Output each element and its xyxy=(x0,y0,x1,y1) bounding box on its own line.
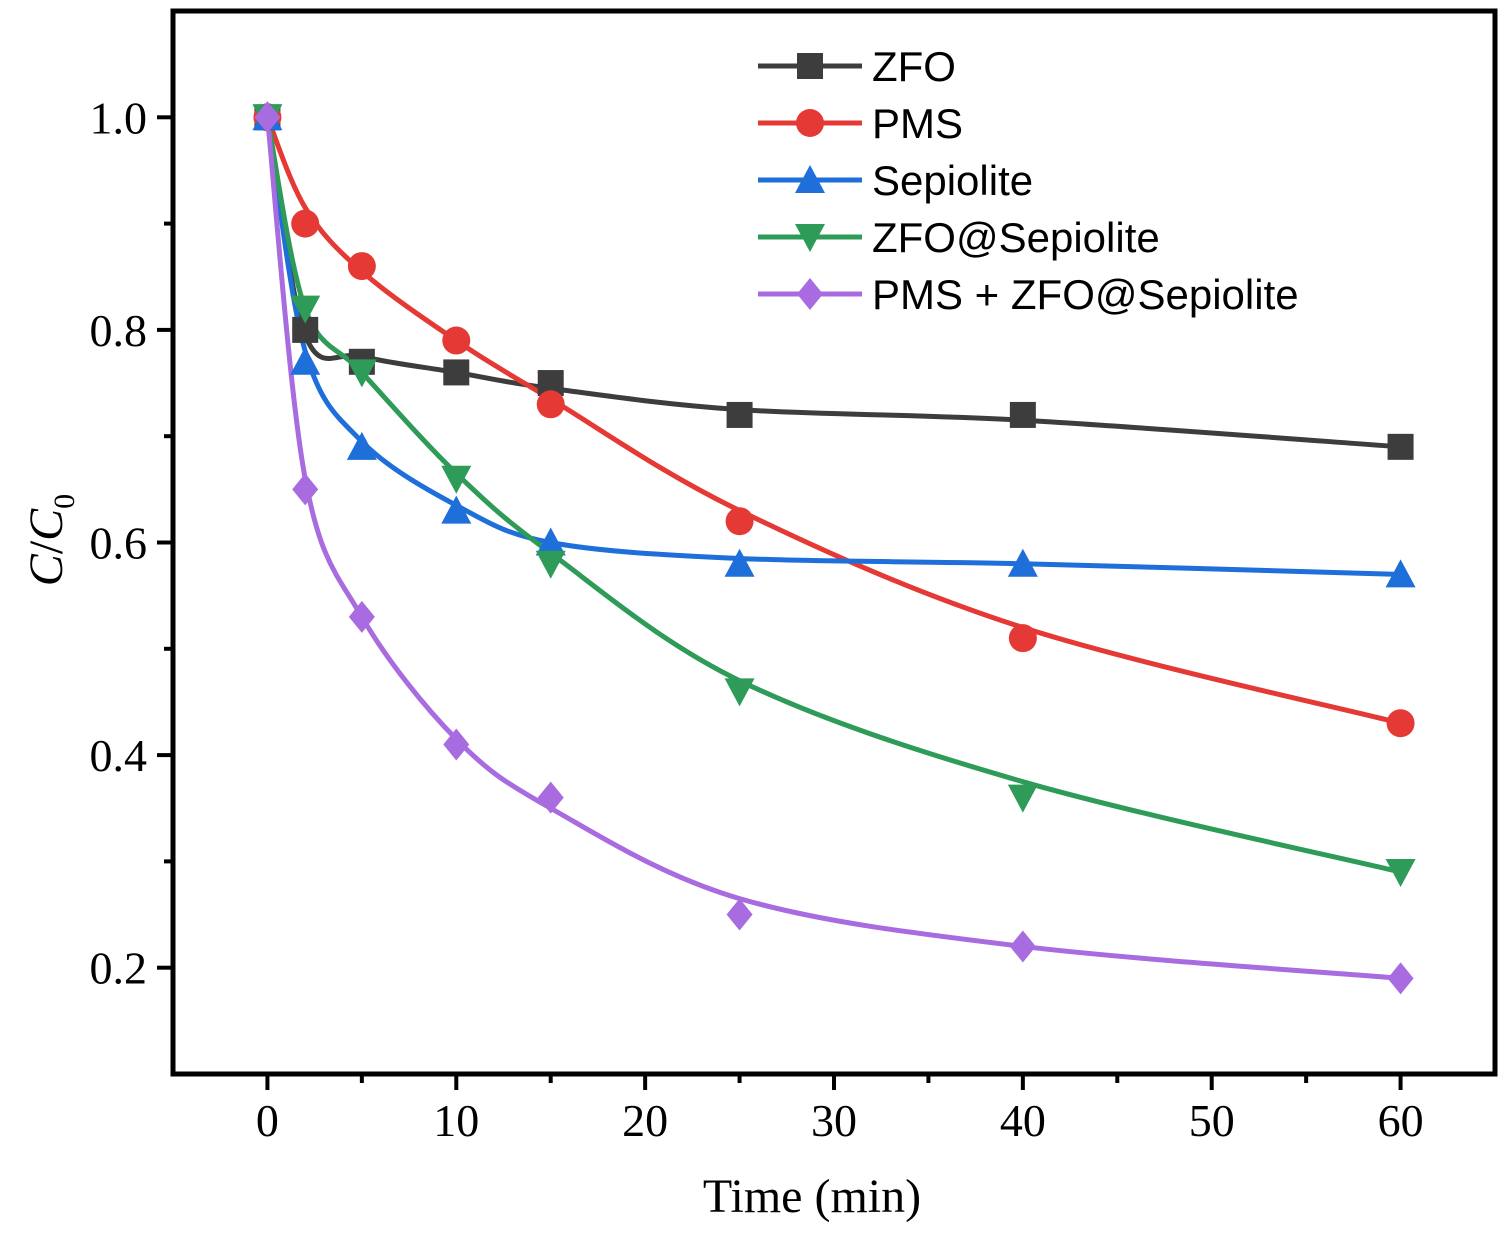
data-point-pms xyxy=(1386,709,1415,738)
data-point-zfo xyxy=(726,401,753,428)
data-point-pms-zfo-sepiolite xyxy=(348,600,375,633)
data-point-zfo xyxy=(443,359,470,386)
data-point-sepiolite xyxy=(441,495,472,524)
series-line-pms-zfo-sepiolite xyxy=(264,117,1401,981)
data-point-pms xyxy=(347,252,376,281)
data-point-zfo-sepiolite xyxy=(724,678,755,707)
legend-marker-zfo xyxy=(797,53,823,79)
data-point-sepiolite xyxy=(535,527,566,556)
x-axis-title: Time (min) xyxy=(703,1170,921,1223)
series-line-pms xyxy=(265,116,1402,726)
legend-label-pms-zfo-sepiolite: PMS + ZFO@Sepiolite xyxy=(872,271,1299,318)
data-point-pms-zfo-sepiolite xyxy=(292,473,319,506)
legend-label-sepiolite: Sepiolite xyxy=(872,157,1033,204)
data-point-zfo-sepiolite xyxy=(1007,784,1038,813)
x-tick-label: 10 xyxy=(433,1095,479,1146)
data-point-sepiolite xyxy=(1385,559,1416,588)
data-point-zfo-sepiolite xyxy=(346,359,377,388)
data-point-sepiolite xyxy=(1007,548,1038,577)
x-tick-label: 60 xyxy=(1378,1095,1424,1146)
data-point-pms-zfo-sepiolite xyxy=(537,781,564,814)
legend-label-zfo: ZFO xyxy=(872,43,956,90)
data-point-zfo-sepiolite xyxy=(290,295,321,324)
data-point-pms xyxy=(536,390,565,419)
y-axis-title-subscript: 0 xyxy=(48,494,81,509)
legend: ZFO PMS Sepiolite ZFO@Sepiolite PMS + ZFO@Se… xyxy=(758,43,1299,318)
legend-label-pms: PMS xyxy=(872,100,963,147)
y-axis-ticks xyxy=(157,115,173,970)
x-tick-label: 40 xyxy=(1000,1095,1046,1146)
plot-area xyxy=(170,8,1498,1077)
data-point-zfo xyxy=(1009,401,1036,428)
data-point-pms xyxy=(291,209,320,238)
y-tick-label: 0.8 xyxy=(90,305,148,356)
data-point-pms-zfo-sepiolite xyxy=(443,728,470,761)
fit-lines xyxy=(264,116,1402,981)
y-tick-label: 0.2 xyxy=(90,943,148,994)
data-point-pms-zfo-sepiolite xyxy=(726,898,753,931)
x-tick-label: 30 xyxy=(811,1095,857,1146)
x-axis-tick-labels: 0 10 20 30 40 50 60 xyxy=(256,1095,1424,1146)
plot-frame xyxy=(170,8,1498,1077)
data-point-pms-zfo-sepiolite xyxy=(1387,962,1414,995)
data-point-pms xyxy=(442,326,471,355)
data-point-sepiolite xyxy=(290,346,321,375)
y-tick-label: 0.4 xyxy=(90,730,148,781)
legend-marker-zfo-sepiolite xyxy=(795,224,825,252)
data-point-zfo-sepiolite xyxy=(1385,859,1416,888)
legend-marker-pms xyxy=(796,109,824,137)
x-tick-label: 20 xyxy=(622,1095,668,1146)
y-axis-title-slash: / xyxy=(20,540,73,554)
data-markers xyxy=(252,101,1416,995)
legend-marker-pms-zfo-sepiolite xyxy=(797,278,823,310)
data-point-pms xyxy=(725,507,754,536)
data-point-sepiolite xyxy=(346,431,377,460)
y-tick-label: 1.0 xyxy=(90,92,148,143)
series-line-sepiolite xyxy=(264,116,1401,577)
y-axis-title: C/C0 xyxy=(20,494,81,586)
y-tick-label: 0.6 xyxy=(90,518,148,569)
y-axis-title-numerator: C xyxy=(20,553,73,586)
y-axis-title-denominator: C xyxy=(20,508,73,541)
x-tick-label: 50 xyxy=(1189,1095,1235,1146)
data-point-pms xyxy=(1008,624,1037,653)
x-tick-label: 0 xyxy=(256,1095,279,1146)
legend-label-zfo-sepiolite: ZFO@Sepiolite xyxy=(872,214,1160,261)
data-point-pms-zfo-sepiolite xyxy=(1009,930,1036,963)
data-point-zfo-sepiolite xyxy=(535,550,566,579)
legend-marker-sepiolite xyxy=(795,165,825,193)
y-axis-tick-labels: 0.2 0.4 0.6 0.8 1.0 xyxy=(90,92,148,993)
data-point-zfo-sepiolite xyxy=(441,465,472,494)
data-point-sepiolite xyxy=(724,548,755,577)
data-point-pms-zfo-sepiolite xyxy=(254,101,281,134)
x-axis-ticks xyxy=(265,1074,1403,1090)
data-point-zfo xyxy=(1387,433,1414,460)
